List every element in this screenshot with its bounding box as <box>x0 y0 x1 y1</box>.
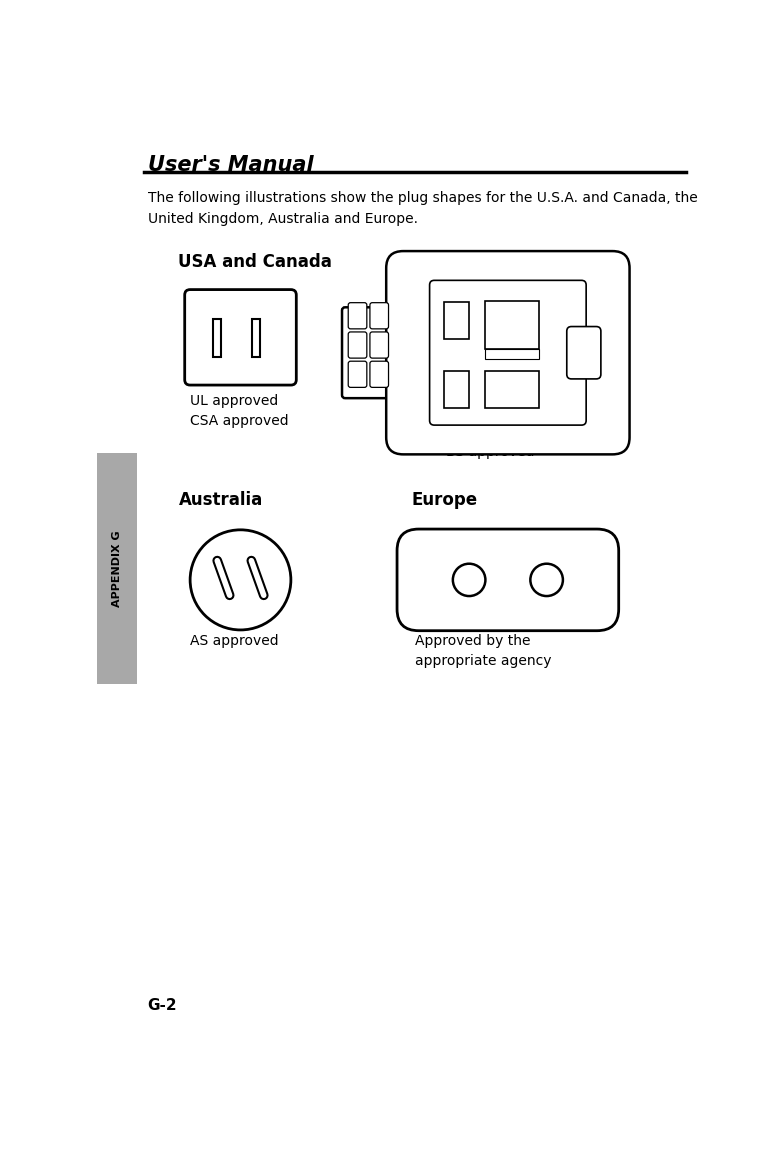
Circle shape <box>453 564 486 596</box>
Bar <box>97 453 138 683</box>
Text: The following illustrations show the plug shapes for the U.S.A. and Canada, the
: The following illustrations show the plu… <box>148 191 697 225</box>
Bar <box>444 371 469 408</box>
Circle shape <box>190 530 291 630</box>
Bar <box>395 314 411 392</box>
Text: Approved by the
appropriate agency: Approved by the appropriate agency <box>415 633 552 668</box>
Bar <box>485 349 539 359</box>
Text: Australia: Australia <box>179 492 263 509</box>
Text: User's Manual: User's Manual <box>148 155 313 174</box>
FancyBboxPatch shape <box>370 302 388 329</box>
Text: United Kingdom: United Kingdom <box>411 252 562 271</box>
FancyBboxPatch shape <box>397 529 618 631</box>
FancyBboxPatch shape <box>348 361 367 387</box>
FancyBboxPatch shape <box>370 361 388 387</box>
Text: AS approved: AS approved <box>190 633 279 647</box>
FancyBboxPatch shape <box>386 251 629 454</box>
Bar <box>214 318 221 358</box>
Text: Europe: Europe <box>411 492 477 509</box>
Circle shape <box>531 564 563 596</box>
Bar <box>252 318 260 358</box>
FancyBboxPatch shape <box>370 332 388 358</box>
Text: BS approved: BS approved <box>446 445 535 459</box>
FancyBboxPatch shape <box>185 289 296 385</box>
FancyBboxPatch shape <box>342 307 414 399</box>
Bar <box>485 371 539 408</box>
Text: APPENDIX G: APPENDIX G <box>112 530 122 607</box>
FancyBboxPatch shape <box>348 332 367 358</box>
Bar <box>485 301 539 349</box>
Text: G-2: G-2 <box>148 998 177 1012</box>
Text: UL approved
CSA approved: UL approved CSA approved <box>190 394 289 428</box>
Bar <box>444 302 469 339</box>
FancyBboxPatch shape <box>348 302 367 329</box>
FancyBboxPatch shape <box>430 280 586 425</box>
FancyBboxPatch shape <box>566 327 601 379</box>
Text: USA and Canada: USA and Canada <box>179 252 333 271</box>
